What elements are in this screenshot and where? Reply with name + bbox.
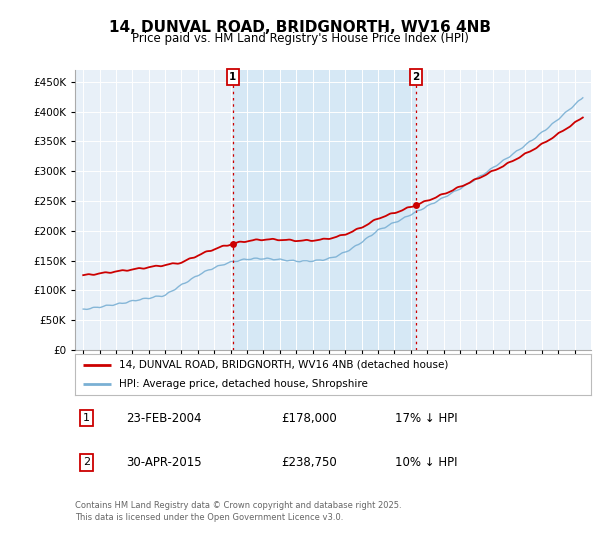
Text: HPI: Average price, detached house, Shropshire: HPI: Average price, detached house, Shro… — [119, 379, 368, 389]
Text: 14, DUNVAL ROAD, BRIDGNORTH, WV16 4NB (detached house): 14, DUNVAL ROAD, BRIDGNORTH, WV16 4NB (d… — [119, 360, 448, 370]
Text: 14, DUNVAL ROAD, BRIDGNORTH, WV16 4NB: 14, DUNVAL ROAD, BRIDGNORTH, WV16 4NB — [109, 20, 491, 35]
Text: 1: 1 — [83, 413, 90, 423]
Text: 23-FEB-2004: 23-FEB-2004 — [127, 412, 202, 424]
Text: Price paid vs. HM Land Registry's House Price Index (HPI): Price paid vs. HM Land Registry's House … — [131, 32, 469, 45]
Text: 17% ↓ HPI: 17% ↓ HPI — [395, 412, 458, 424]
Bar — [233, 70, 416, 350]
Text: 1: 1 — [229, 72, 236, 82]
Text: 2: 2 — [83, 458, 90, 468]
Text: 30-APR-2015: 30-APR-2015 — [127, 456, 202, 469]
Text: 10% ↓ HPI: 10% ↓ HPI — [395, 456, 457, 469]
Text: 2: 2 — [413, 72, 420, 82]
Text: £238,750: £238,750 — [281, 456, 337, 469]
Text: Contains HM Land Registry data © Crown copyright and database right 2025.
This d: Contains HM Land Registry data © Crown c… — [75, 501, 401, 522]
Text: £178,000: £178,000 — [281, 412, 337, 424]
